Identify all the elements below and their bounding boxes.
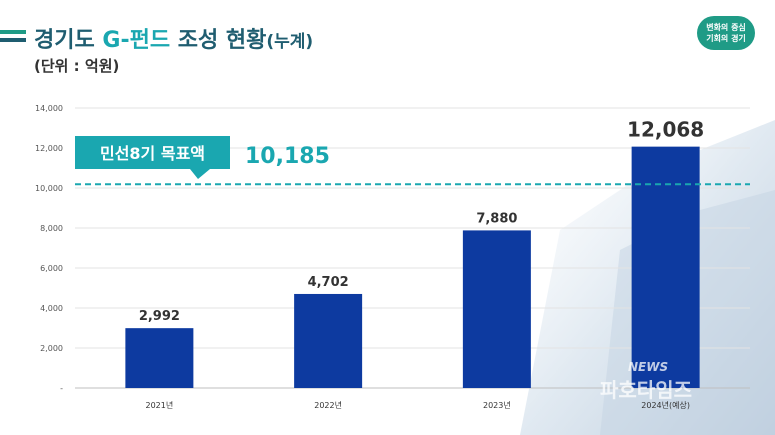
x-tick-label: 2022년 — [314, 400, 342, 410]
news-watermark: NEWS 파호타임즈 — [600, 360, 692, 403]
bar-value-label: 4,702 — [308, 275, 349, 290]
watermark-en: NEWS — [628, 360, 669, 374]
target-badge-label: 민선8기 목표액 — [100, 144, 205, 163]
x-tick-label: 2024년(예상) — [641, 400, 690, 410]
title-decoration-icon — [0, 30, 26, 42]
bar-value-label: 12,068 — [627, 118, 704, 142]
unit-label: (단위 : 억원) — [34, 57, 120, 75]
y-tick-label: 14,000 — [35, 104, 63, 113]
y-tick-label: 6,000 — [40, 264, 63, 273]
y-tick-label: - — [60, 384, 63, 393]
watermark-ko: 파호타임즈 — [600, 378, 692, 402]
title-accent: G-펀드 — [102, 28, 171, 53]
y-tick-label: 4,000 — [40, 304, 63, 313]
title-part2: 조성 현황 — [170, 28, 267, 53]
y-tick-label: 2,000 — [40, 344, 63, 353]
y-tick-label: 8,000 — [40, 224, 63, 233]
target-badge — [75, 136, 230, 179]
x-tick-label: 2023년 — [483, 400, 511, 410]
logo-line1: 변화의 중심 — [706, 23, 746, 32]
page-title: 경기도 G-펀드 조성 현황(누계) — [34, 22, 313, 54]
gyeonggi-logo: 변화의 중심 기회의 경기 — [697, 16, 755, 50]
title-part1: 경기도 — [34, 28, 103, 53]
target-value-label: 10,185 — [245, 144, 330, 169]
title-suffix: (누계) — [266, 32, 314, 52]
bar — [631, 146, 700, 388]
y-tick-label: 10,000 — [35, 184, 63, 193]
logo-line2: 기회의 경기 — [706, 34, 746, 43]
bar — [462, 230, 531, 388]
x-tick-label: 2021년 — [146, 400, 174, 410]
bar-value-label: 7,880 — [476, 211, 517, 226]
bar — [125, 328, 194, 388]
y-tick-label: 12,000 — [35, 144, 63, 153]
bar — [294, 293, 363, 388]
bar-value-label: 2,992 — [139, 309, 180, 324]
